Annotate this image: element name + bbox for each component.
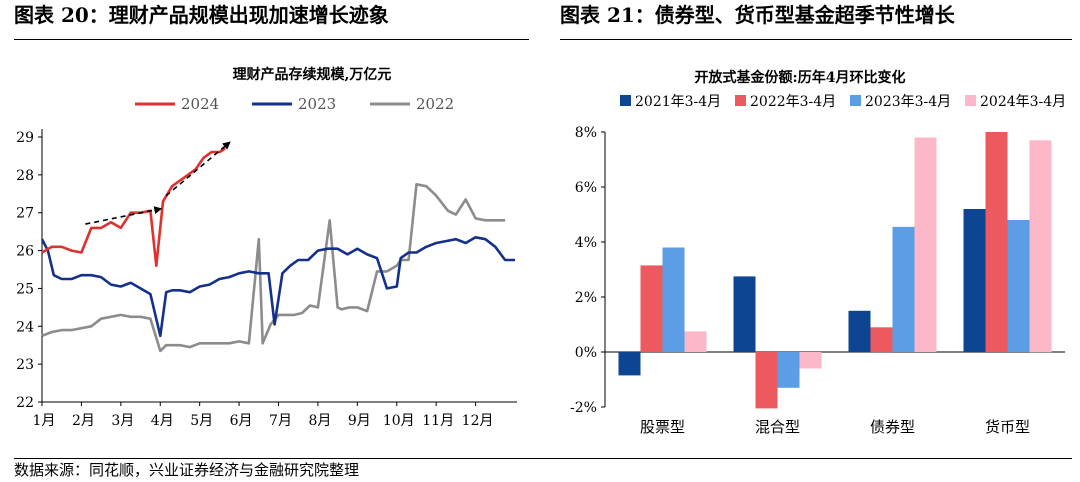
y-tick-label: 27 [16, 206, 34, 222]
bar [755, 352, 778, 409]
bar [1007, 220, 1030, 352]
legend-label-2024: 2024 [181, 95, 219, 113]
y-tick-label: 0% [575, 345, 597, 361]
x-tick-label: 5月 [190, 413, 213, 429]
source-divider [14, 458, 1072, 459]
x-tick-label: 11月 [422, 413, 454, 429]
x-tick-label: 8月 [308, 413, 331, 429]
figure-21-heading: 图表 21：债券型、货币型基金超季节性增长 [560, 0, 1072, 40]
legend-label: 2023年3-4月 [865, 94, 951, 110]
x-tick-label: 12月 [462, 413, 494, 429]
bar [963, 209, 986, 352]
bar [985, 132, 1008, 352]
bar [777, 352, 800, 388]
y-tick-label: 28 [16, 168, 34, 184]
y-tick-label: 24 [16, 319, 34, 335]
category-label: 货币型 [985, 418, 1030, 436]
bar [684, 331, 707, 352]
bar [662, 247, 685, 352]
y-tick-label: 8% [575, 125, 597, 141]
bar [799, 352, 822, 369]
y-tick-label: 2% [575, 290, 597, 306]
figure-20-heading: 图表 20：理财产品规模出现加速增长迹象 [14, 0, 529, 40]
data-source-note: 数据来源：同花顺，兴业证券经济与金融研究院整理 [14, 461, 360, 479]
bar [848, 310, 871, 353]
legend-label-2022: 2022 [416, 95, 454, 113]
legend-swatch [965, 95, 976, 106]
category-label: 混合型 [755, 418, 800, 436]
x-tick-label: 1月 [33, 413, 56, 429]
series-line-2022 [41, 183, 506, 353]
category-label: 股票型 [640, 418, 685, 436]
y-tick-label: 25 [16, 281, 34, 297]
legend-label-2023: 2023 [298, 95, 336, 113]
bar [618, 352, 641, 376]
wealth-products-line-chart: 理财产品存续规模,万亿元 2024 2023 2022 22 23 24 25 26 27 28 29… [16, 66, 517, 429]
x-tick-label: 3月 [111, 413, 134, 429]
legend-swatch [620, 95, 631, 106]
legend-label: 2022年3-4月 [750, 94, 836, 110]
trend-arrow-2 [165, 141, 231, 197]
y-tick-label: 6% [575, 180, 597, 196]
legend-label: 2021年3-4月 [635, 94, 721, 110]
y-tick-label: 23 [16, 357, 34, 373]
bar [914, 137, 937, 352]
y-tick-label: 4% [575, 235, 597, 251]
trend-arrow-1 [85, 206, 163, 225]
x-tick-label: 6月 [230, 413, 253, 429]
bar [870, 327, 893, 353]
chart-title: 开放式基金份额:历年4月环比变化 [695, 69, 906, 86]
open-end-fund-bar-chart: 开放式基金份额:历年4月环比变化 2021年3-4月 2022年3-4月 2023年3… [570, 69, 1066, 436]
legend-swatch [850, 95, 861, 106]
x-tick-label: 9月 [348, 413, 371, 429]
bar [892, 226, 915, 352]
series-line-2024 [41, 147, 226, 267]
series-line-2023 [40, 236, 515, 338]
x-tick-label: 4月 [151, 413, 174, 429]
x-tick-label: 7月 [269, 413, 292, 429]
y-tick-label: 22 [16, 395, 34, 411]
y-tick-label: -2% [570, 400, 597, 416]
bar [733, 276, 756, 352]
bar [640, 265, 663, 352]
y-tick-label: 26 [16, 244, 34, 260]
bar [1029, 140, 1052, 353]
category-label: 债券型 [870, 418, 915, 436]
chart-title: 理财产品存续规模,万亿元 [233, 66, 392, 83]
y-tick-label: 29 [16, 130, 34, 146]
legend-label: 2024年3-4月 [980, 94, 1066, 110]
x-tick-label: 10月 [383, 413, 415, 429]
legend-swatch [735, 95, 746, 106]
x-tick-label: 2月 [72, 413, 95, 429]
